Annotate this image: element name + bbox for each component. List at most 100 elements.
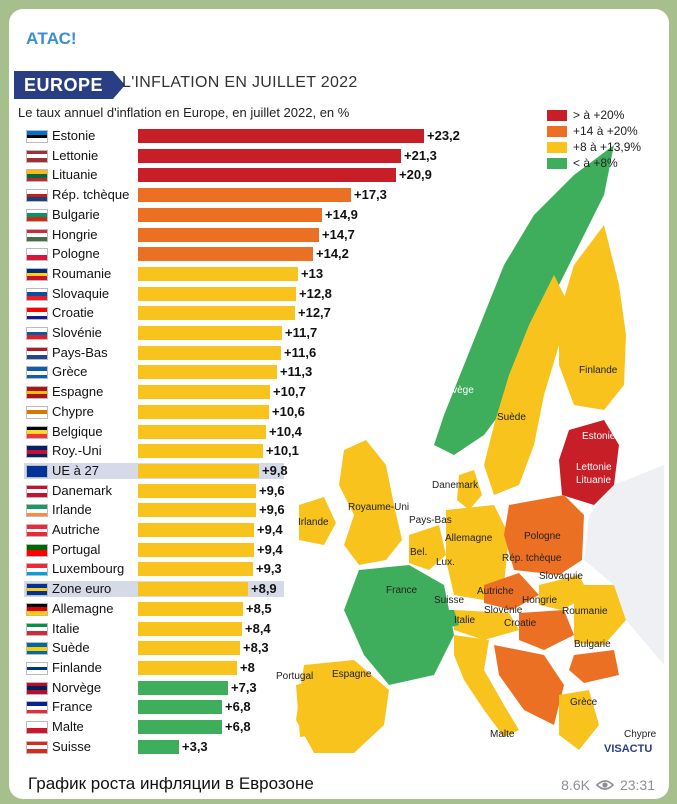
country-flag <box>26 622 48 636</box>
data-label: +8,9 <box>251 581 277 597</box>
data-label: +17,3 <box>354 187 387 203</box>
bar-row: Pologne +14,2 <box>14 245 349 263</box>
country-flag <box>26 386 48 400</box>
legend-label: < à +8% <box>573 156 618 170</box>
category-label: Lettonie <box>52 147 99 163</box>
bar <box>138 129 424 143</box>
bar <box>138 227 319 242</box>
post-meta: 8.6K 23:31 <box>561 777 655 793</box>
data-label: +13 <box>301 265 324 281</box>
data-label: +9,6 <box>259 502 285 518</box>
map-bulgaria <box>569 650 619 683</box>
country-flag <box>26 602 48 616</box>
category-label: Italie <box>52 620 80 636</box>
legend-label: +14 à +20% <box>573 124 638 138</box>
bar-row: Danemark +9,6 <box>14 482 314 500</box>
data-label: +6,8 <box>225 719 251 734</box>
map-country-label: Lux. <box>436 557 455 568</box>
bar <box>138 306 295 321</box>
eye-icon <box>595 780 614 790</box>
map-country-label: Malte <box>490 729 515 740</box>
data-label: +23,2 <box>427 128 460 143</box>
map-sweden <box>484 275 569 495</box>
country-flag <box>26 701 48 715</box>
bar-row: Slovénie +11,7 <box>14 324 317 342</box>
data-label: +14,2 <box>316 246 349 262</box>
category-label: Suède <box>52 640 90 656</box>
map-country-label: Bulgarie <box>574 639 611 650</box>
map-country-label: Irlande <box>298 517 329 528</box>
bar <box>138 168 396 183</box>
category-label: Autriche <box>52 522 100 537</box>
category-label: Chypre <box>52 403 94 419</box>
bar-row: Slovaquie +12,8 <box>14 285 332 303</box>
map-country-label: Portugal <box>276 671 314 682</box>
legend-item: < à +8% <box>547 155 641 171</box>
map-balkans <box>494 645 564 725</box>
category-label: France <box>52 699 93 715</box>
bar <box>138 345 281 360</box>
data-label: +6,8 <box>225 699 251 715</box>
category-label: Rép. tchèque <box>52 187 130 203</box>
bar <box>138 207 322 222</box>
legend-swatch <box>547 157 567 169</box>
country-flag <box>26 366 48 380</box>
bar-row: Espagne +10,7 <box>14 383 314 401</box>
inflation-infographic[interactable]: EUROPE L'INFLATION EN JUILLET 2022 Le ta… <box>14 65 664 755</box>
map-germany <box>446 505 509 600</box>
bar-row: Suède +8,3 <box>14 639 314 657</box>
channel-name[interactable]: АТАС! <box>26 29 77 48</box>
map-country-label: France <box>386 585 418 596</box>
map-country-label: Slovaquie <box>539 571 583 582</box>
category-label: Suisse <box>52 738 92 754</box>
bar-row: Estonie +23,2 <box>14 127 460 145</box>
bar-row: Allemagne +8,5 <box>14 600 314 618</box>
data-label: +8,5 <box>246 600 272 616</box>
data-label: +8,3 <box>243 640 269 656</box>
bar <box>138 326 282 340</box>
country-flag <box>26 189 48 203</box>
category-label: Slovénie <box>52 325 102 340</box>
map-country-label: Espagne <box>332 669 372 680</box>
map-country-label: Italie <box>454 615 476 626</box>
country-flag <box>26 504 48 518</box>
data-label: +14,7 <box>322 226 355 242</box>
bar-row: Chypre +10,6 <box>14 403 314 421</box>
legend-swatch <box>547 141 567 153</box>
category-label: Irlande <box>52 502 92 518</box>
map-benelux <box>409 525 446 570</box>
data-label: +9,4 <box>257 522 283 537</box>
bar-row: Croatie +12,7 <box>14 304 331 322</box>
bar <box>138 720 222 734</box>
bar-row: Portugal +9,4 <box>14 541 314 559</box>
brand-logo: VISACTU <box>604 743 653 755</box>
category-label: Grèce <box>52 364 88 380</box>
category-label: Bulgarie <box>52 206 100 222</box>
map-country-label: Lettonie <box>576 462 612 473</box>
bar-row: Roumanie +13 <box>14 265 323 283</box>
map-country-label: Slovénie <box>484 605 523 616</box>
legend-item: +8 à +13,9% <box>547 139 641 155</box>
category-label: Roumanie <box>52 265 112 281</box>
map-country-label: Suède <box>497 412 526 423</box>
data-label: +10,1 <box>266 443 299 459</box>
country-flag <box>26 267 48 281</box>
map-country-label: Royaume-Uni <box>348 502 410 513</box>
data-label: +9,4 <box>257 541 283 557</box>
data-label: +21,3 <box>404 147 437 163</box>
bar <box>138 247 313 262</box>
bar-row: Italie +8,4 <box>14 620 314 638</box>
map-east <box>584 465 664 665</box>
data-label: +9,3 <box>256 561 282 577</box>
country-flag <box>26 445 48 459</box>
bar <box>138 444 263 459</box>
country-flag <box>26 425 48 439</box>
category-label: Zone euro <box>52 581 112 597</box>
category-label: Norvège <box>52 679 102 695</box>
post-caption: График роста инфляции в Еврозоне <box>28 774 314 793</box>
bar <box>138 503 256 518</box>
category-label: Luxembourg <box>52 561 125 577</box>
bar-row: Pays-Bas +11,6 <box>14 344 316 362</box>
map-country-label: Croatie <box>504 618 537 629</box>
map-finland <box>559 225 626 410</box>
